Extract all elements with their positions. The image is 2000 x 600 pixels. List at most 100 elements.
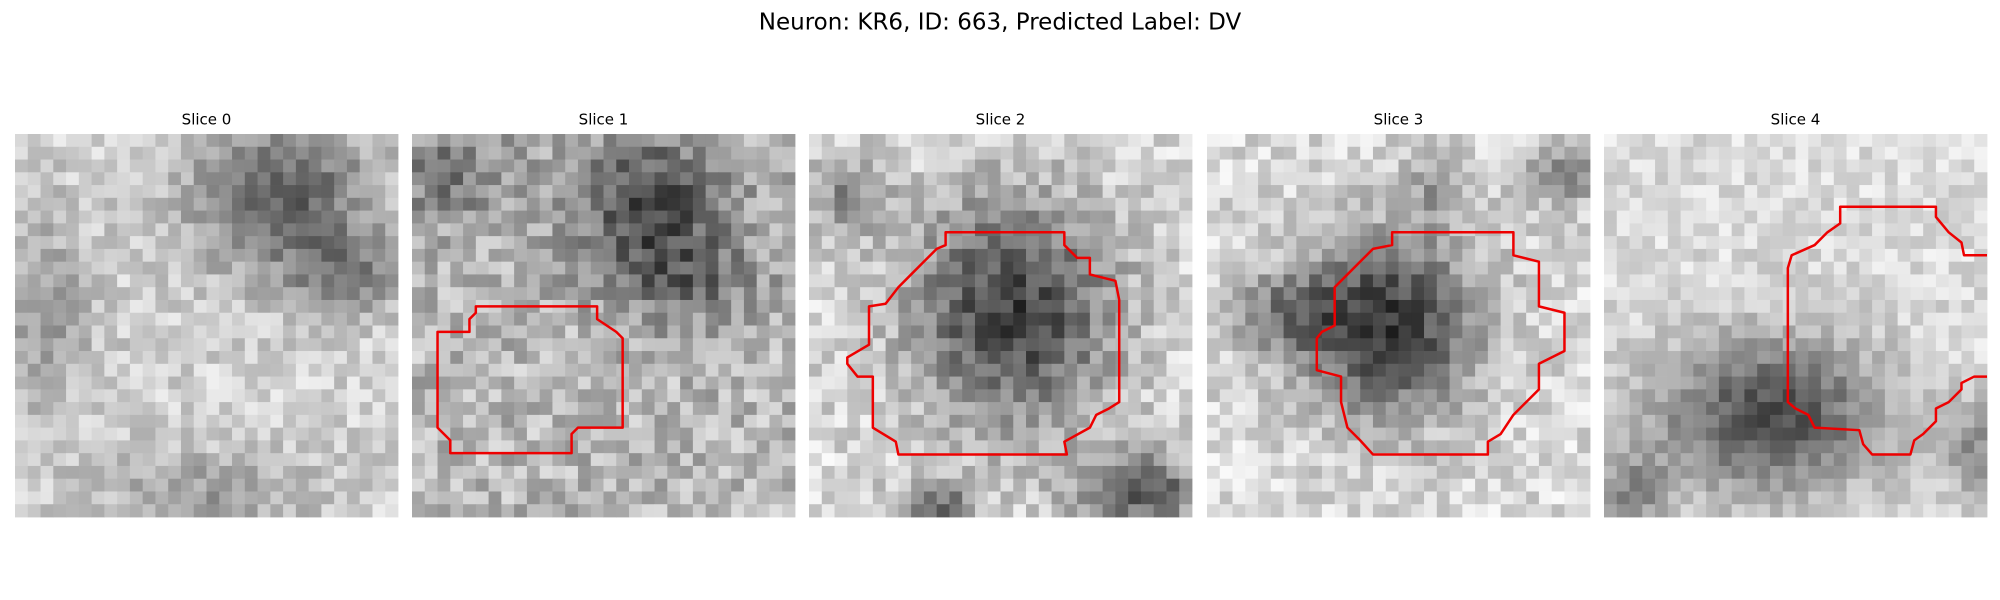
pixel [1385, 185, 1399, 199]
pixel [949, 465, 963, 480]
pixel [78, 338, 92, 352]
pixel [1026, 134, 1040, 148]
pixel [1897, 478, 1911, 492]
pixel [1513, 197, 1527, 211]
pixel [1449, 236, 1463, 250]
pixel [769, 389, 783, 403]
pixel [1897, 453, 1911, 467]
pixel [1038, 146, 1052, 160]
pixel [834, 261, 848, 275]
pixel [412, 146, 426, 160]
pixel [1115, 223, 1129, 237]
pixel [1859, 210, 1873, 224]
pixel [1808, 338, 1822, 352]
pixel [501, 465, 515, 480]
pixel [514, 414, 528, 429]
pixel [1884, 172, 1899, 186]
pixel [1232, 185, 1246, 199]
pixel [1757, 159, 1771, 173]
pixel [1347, 478, 1361, 492]
pixel [782, 299, 796, 314]
pixel [1961, 427, 1975, 441]
pixel [565, 453, 579, 467]
pixel [1064, 402, 1078, 416]
pixel [1642, 210, 1656, 224]
pixel [1179, 223, 1193, 237]
pixel [692, 465, 707, 480]
pixel [1232, 299, 1246, 314]
pixel [1833, 402, 1847, 416]
pixel [1321, 146, 1336, 160]
pixel [1026, 287, 1040, 301]
pixel [821, 402, 835, 416]
pixel [1859, 376, 1873, 390]
pixel [847, 504, 861, 518]
pixel [1961, 389, 1975, 403]
pixel [514, 440, 528, 454]
pixel [1026, 299, 1040, 314]
pixel [1897, 504, 1911, 518]
pixel [616, 159, 630, 173]
pixel [705, 504, 719, 518]
pixel [206, 172, 220, 186]
pixel [1475, 236, 1489, 250]
pixel [860, 389, 874, 403]
pixel [1334, 491, 1348, 505]
pixel [1089, 491, 1104, 505]
pixel [1038, 248, 1052, 263]
pixel [1923, 402, 1937, 416]
pixel [1347, 274, 1361, 288]
pixel [1693, 351, 1707, 365]
pixel [1424, 197, 1438, 211]
pixel [1821, 134, 1835, 148]
pixel [1334, 172, 1348, 186]
pixel [1680, 312, 1694, 326]
pixel [1179, 414, 1193, 429]
pixel [1795, 402, 1809, 416]
pixel [641, 325, 655, 339]
pixel [692, 274, 707, 288]
pixel [949, 287, 963, 301]
pixel [1616, 491, 1630, 505]
pixel [654, 172, 668, 186]
pixel [1102, 312, 1116, 326]
pixel [821, 478, 835, 492]
pixel [718, 363, 732, 377]
pixel [1872, 248, 1886, 263]
pixel [1577, 338, 1591, 352]
pixel [1347, 223, 1361, 237]
pixel [1026, 478, 1040, 492]
pixel [590, 325, 604, 339]
pixel [565, 236, 579, 250]
pixel [1475, 210, 1489, 224]
pixel [412, 427, 426, 441]
pixel [1897, 440, 1911, 454]
pixel [860, 146, 874, 160]
pixel [680, 376, 694, 390]
pixel [1398, 376, 1412, 390]
pixel [629, 210, 643, 224]
pixel [667, 299, 681, 314]
pixel [1232, 389, 1246, 403]
pixel [1321, 414, 1336, 429]
pixel [1655, 325, 1669, 339]
pixel [27, 376, 41, 390]
pixel [1000, 146, 1014, 160]
pixel [692, 312, 707, 326]
pixel [962, 159, 976, 173]
pixel [1398, 159, 1412, 173]
pixel [847, 236, 861, 250]
pixel [359, 172, 373, 186]
pixel [1179, 134, 1193, 148]
pixel [257, 440, 271, 454]
pixel [1757, 478, 1771, 492]
pixel [244, 146, 258, 160]
pixel [117, 402, 131, 416]
pixel [193, 414, 207, 429]
pixel [731, 363, 745, 377]
pixel [1140, 414, 1155, 429]
pixel [1604, 376, 1618, 390]
pixel [1616, 338, 1630, 352]
pixel [654, 402, 668, 416]
pixel [1411, 363, 1425, 377]
